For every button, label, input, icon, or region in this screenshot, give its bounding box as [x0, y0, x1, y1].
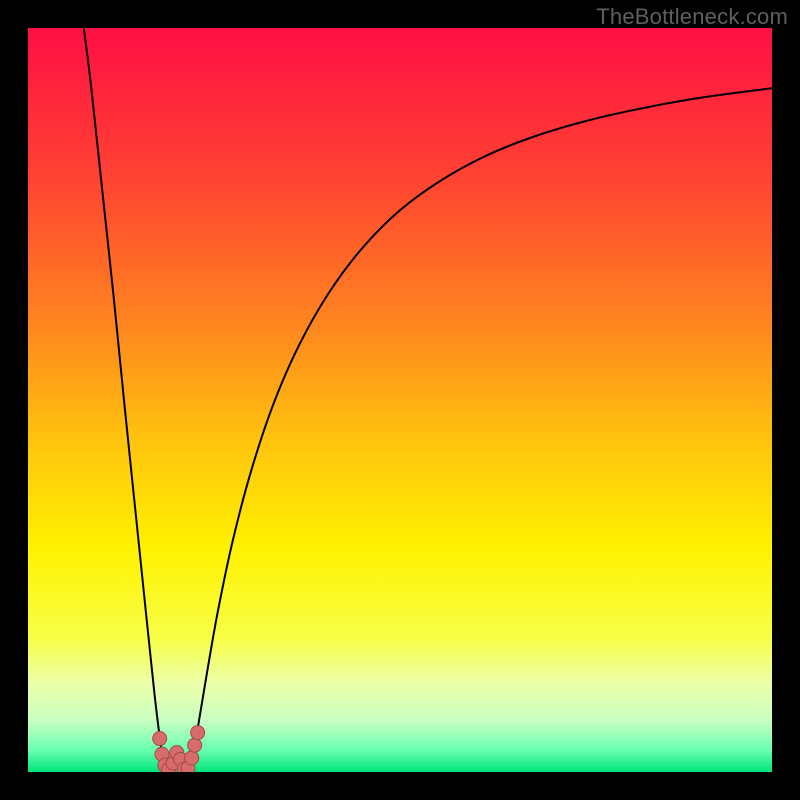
chart-svg: [28, 28, 772, 772]
chart-plot-area: [28, 28, 772, 772]
chart-background: [28, 28, 772, 772]
page-root: TheBottleneck.com: [0, 0, 800, 800]
watermark-label: TheBottleneck.com: [596, 4, 788, 30]
